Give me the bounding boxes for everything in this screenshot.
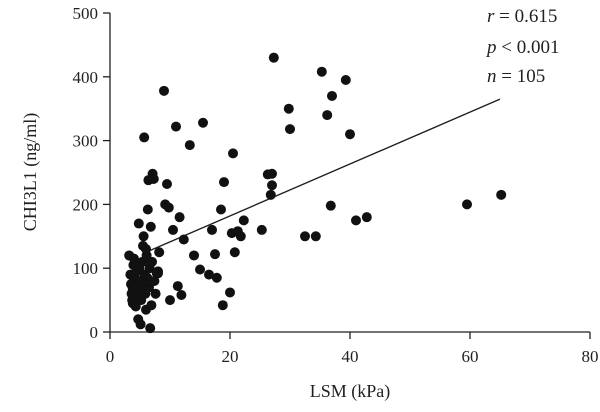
data-point bbox=[496, 189, 507, 200]
data-point bbox=[345, 129, 355, 140]
data-point bbox=[351, 215, 361, 226]
data-point bbox=[361, 212, 372, 223]
p-symbol: p bbox=[485, 37, 497, 58]
data-point bbox=[229, 247, 240, 258]
y-tick-label: 200 bbox=[73, 195, 99, 214]
data-point bbox=[138, 231, 149, 242]
data-point bbox=[283, 103, 294, 114]
p-value: < 0.001 bbox=[497, 37, 560, 58]
y-tick-label: 400 bbox=[73, 68, 99, 87]
data-point bbox=[178, 234, 189, 245]
data-point bbox=[150, 288, 161, 299]
n-annotation: n = 105 bbox=[487, 66, 545, 87]
data-point bbox=[171, 121, 181, 132]
plot-area: 0 100 200 300 400 500 0 20 40 60 80 bbox=[73, 4, 599, 366]
data-point bbox=[256, 224, 267, 235]
data-point bbox=[340, 74, 351, 85]
trend-line bbox=[145, 98, 501, 253]
data-point bbox=[322, 110, 333, 121]
data-point bbox=[136, 285, 147, 296]
data-point bbox=[174, 212, 185, 223]
x-tick-label: 20 bbox=[222, 347, 239, 366]
data-point bbox=[217, 300, 228, 311]
r-symbol: r bbox=[487, 6, 495, 27]
y-axis-ticks: 0 100 200 300 400 500 bbox=[73, 4, 110, 342]
data-point bbox=[132, 264, 142, 275]
data-point bbox=[127, 283, 138, 294]
data-point bbox=[211, 272, 222, 283]
data-point bbox=[159, 85, 169, 96]
x-tick-label: 80 bbox=[582, 347, 599, 366]
y-tick-label: 0 bbox=[90, 323, 99, 342]
data-point bbox=[300, 231, 310, 242]
data-point bbox=[165, 295, 175, 306]
data-point bbox=[204, 269, 214, 280]
x-tick-label: 40 bbox=[342, 347, 359, 366]
x-tick-label: 60 bbox=[462, 347, 479, 366]
data-point bbox=[265, 189, 276, 200]
data-point bbox=[184, 140, 195, 151]
data-point bbox=[325, 200, 336, 211]
data-point bbox=[129, 298, 139, 309]
data-point bbox=[139, 132, 150, 143]
data-point bbox=[267, 168, 277, 179]
data-point bbox=[146, 300, 157, 311]
data-point bbox=[238, 215, 249, 226]
data-point bbox=[219, 177, 229, 188]
data-point bbox=[189, 250, 199, 261]
data-point bbox=[153, 268, 163, 279]
data-point bbox=[327, 90, 337, 101]
data-point bbox=[154, 247, 165, 258]
stats-annotation: r = 0.615 p < 0.001 n = 105 bbox=[485, 6, 559, 87]
data-point bbox=[210, 249, 220, 260]
data-point bbox=[142, 204, 153, 215]
data-point bbox=[216, 204, 226, 215]
data-point bbox=[162, 178, 172, 189]
data-point bbox=[133, 218, 144, 229]
data-point bbox=[135, 319, 146, 330]
data-point bbox=[168, 224, 178, 235]
data-point bbox=[172, 281, 183, 292]
data-point bbox=[225, 287, 235, 298]
y-tick-label: 500 bbox=[73, 4, 99, 23]
x-axis-ticks: 0 20 40 60 80 bbox=[106, 332, 599, 366]
n-value: = 105 bbox=[497, 66, 546, 87]
y-tick-label: 100 bbox=[73, 259, 99, 278]
data-point bbox=[141, 244, 151, 255]
data-point bbox=[235, 231, 246, 242]
data-point bbox=[145, 221, 156, 232]
y-tick-label: 300 bbox=[73, 132, 99, 151]
data-point bbox=[195, 264, 205, 275]
p-annotation: p < 0.001 bbox=[485, 37, 559, 58]
data-point bbox=[145, 323, 156, 334]
data-point bbox=[267, 180, 277, 191]
data-points bbox=[124, 52, 507, 334]
r-value: = 0.615 bbox=[494, 6, 557, 27]
data-point bbox=[144, 260, 155, 271]
data-point bbox=[268, 52, 279, 63]
data-point bbox=[163, 202, 174, 213]
data-point bbox=[462, 199, 472, 210]
data-point bbox=[148, 173, 159, 184]
data-point bbox=[310, 231, 321, 242]
data-point bbox=[228, 148, 238, 159]
x-axis-title: LSM (kPa) bbox=[310, 381, 391, 402]
data-point bbox=[207, 224, 217, 235]
x-tick-label: 0 bbox=[106, 347, 115, 366]
data-point bbox=[176, 289, 187, 300]
data-point bbox=[316, 66, 327, 77]
r-annotation: r = 0.615 bbox=[487, 6, 557, 27]
data-point bbox=[285, 124, 295, 135]
y-axis-title: CHI3L1 (ng/ml) bbox=[20, 113, 41, 232]
data-point bbox=[149, 275, 160, 286]
n-symbol: n bbox=[487, 66, 497, 87]
data-point bbox=[198, 117, 208, 128]
